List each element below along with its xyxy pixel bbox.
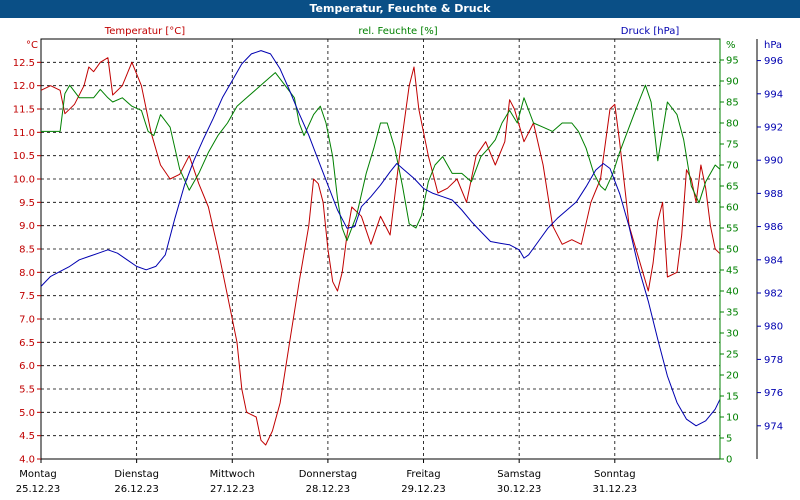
humidity-tick-label: 70: [726, 161, 739, 172]
pressure-tick-label: 976: [764, 388, 783, 399]
humidity-tick-label: 30: [726, 329, 739, 340]
pressure-unit-label: hPa: [764, 40, 782, 51]
humidity-tick-label: 75: [726, 140, 739, 151]
series-group: [40, 50, 721, 446]
temperature-tick-label: 10.5: [13, 151, 35, 162]
x-tick-date: 29.12.23: [401, 484, 446, 495]
pressure-tick-label: 982: [764, 288, 783, 299]
pressure-axis: 974 976 978 980 982 984 986 988 990 992 994 996 hPa: [757, 40, 783, 432]
series-line-humidity: [41, 72, 721, 242]
humidity-unit-label: %: [726, 40, 736, 51]
humidity-tick-label: 80: [726, 119, 739, 130]
temperature-tick-label: 8.5: [19, 245, 35, 256]
temperature-tick-label: 12.0: [13, 81, 35, 92]
humidity-tick-label: 95: [726, 56, 739, 67]
temperature-tick-label: 10.0: [13, 175, 35, 186]
pressure-tick-label: 990: [764, 156, 783, 167]
temperature-tick-label: 11.0: [13, 128, 35, 139]
pressure-tick-label: 988: [764, 189, 783, 200]
x-tick-day: Dienstag: [114, 469, 159, 480]
x-tick-day: Donnerstag: [299, 469, 357, 480]
temperature-axis: 4.0 4.5 5.0 5.5 6.0 6.5 7.0 7.5 8.0 8.5 9.0 9.5 10.0…: [13, 40, 41, 466]
x-tick-day: Freitag: [406, 469, 440, 480]
temperature-tick-label: 9.5: [19, 198, 35, 209]
temperature-tick-label: 6.0: [19, 361, 35, 372]
humidity-tick-label: 5: [726, 434, 732, 445]
pressure-tick-label: 996: [764, 56, 783, 67]
x-tick-date: 26.12.23: [114, 484, 159, 495]
x-tick-day: Mittwoch: [210, 469, 255, 480]
humidity-axis-header: rel. Feuchte [%]: [358, 26, 437, 37]
pressure-tick-label: 984: [764, 255, 783, 266]
temperature-tick-label: 7.0: [19, 315, 35, 326]
series-line-pressure: [40, 50, 721, 427]
humidity-tick-label: 20: [726, 371, 739, 382]
series-line-temperature: [40, 57, 721, 446]
x-tick-date: 30.12.23: [497, 484, 542, 495]
temperature-tick-label: 5.0: [19, 408, 35, 419]
temperature-tick-label: 12.5: [13, 58, 35, 69]
x-tick-date: 28.12.23: [306, 484, 351, 495]
x-tick-day: Samstag: [497, 469, 541, 480]
humidity-tick-label: 45: [726, 266, 739, 277]
pressure-tick-label: 980: [764, 322, 783, 333]
temperature-tick-label: 4.0: [19, 455, 35, 466]
humidity-tick-label: 65: [726, 182, 739, 193]
humidity-tick-label: 35: [726, 308, 739, 319]
pressure-tick-label: 974: [764, 421, 783, 432]
pressure-tick-label: 978: [764, 355, 783, 366]
x-tick-day: Sonntag: [594, 469, 636, 480]
pressure-tick-label: 992: [764, 122, 783, 133]
humidity-tick-label: 90: [726, 77, 739, 88]
humidity-tick-label: 0: [726, 455, 732, 466]
temperature-unit-label: °C: [26, 40, 38, 51]
pressure-axis-header: Druck [hPa]: [621, 26, 680, 37]
humidity-tick-label: 60: [726, 203, 739, 214]
temperature-tick-label: 6.5: [19, 338, 35, 349]
x-tick-day: Montag: [19, 469, 56, 480]
temperature-tick-label: 7.5: [19, 291, 35, 302]
humidity-axis: 0 5 10 15 20 25 30 35 40 45 50 55 60 65 70 75 80 85 90 95%: [719, 39, 739, 466]
x-axis: Montag 25.12.23 Dienstag 26.12.23 Mittwoch 27…: [16, 459, 637, 495]
humidity-tick-label: 40: [726, 287, 739, 298]
humidity-tick-label: 85: [726, 98, 739, 109]
temperature-tick-label: 4.5: [19, 431, 35, 442]
humidity-tick-label: 10: [726, 413, 739, 424]
grid-lines: [41, 39, 720, 460]
x-tick-date: 31.12.23: [593, 484, 638, 495]
x-tick-date: 27.12.23: [210, 484, 255, 495]
temperature-tick-label: 8.0: [19, 268, 35, 279]
humidity-tick-label: 50: [726, 245, 739, 256]
chart-title: Temperatur, Feuchte & Druck: [0, 0, 800, 18]
pressure-tick-label: 986: [764, 222, 783, 233]
temperature-tick-label: 11.5: [13, 105, 35, 116]
temperature-tick-label: 5.5: [19, 385, 35, 396]
x-tick-date: 25.12.23: [16, 484, 61, 495]
axis-headers: Temperatur [°C] rel. Feuchte [%] Druck [hP…: [104, 26, 680, 37]
humidity-tick-label: 15: [726, 392, 739, 403]
pressure-tick-label: 994: [764, 89, 783, 100]
temperature-tick-label: 9.0: [19, 221, 35, 232]
humidity-tick-label: 25: [726, 350, 739, 361]
humidity-tick-label: 55: [726, 224, 739, 235]
temperature-axis-header: Temperatur [°C]: [104, 26, 185, 37]
